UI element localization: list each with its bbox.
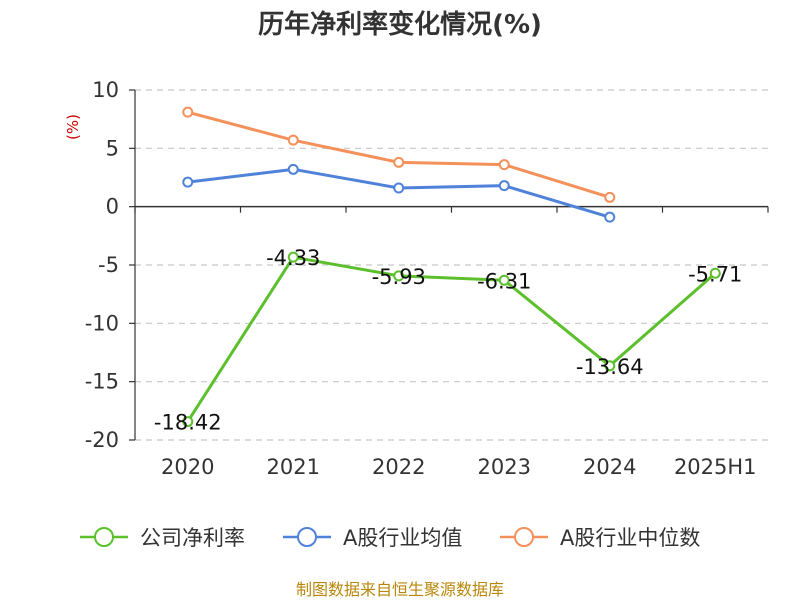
data-point[interactable] xyxy=(287,163,299,175)
series-line xyxy=(186,255,717,423)
data-point[interactable] xyxy=(393,182,405,194)
data-source-note: 制图数据来自恒生聚源数据库 xyxy=(296,580,504,599)
data-point[interactable] xyxy=(393,156,405,168)
y-tick-label: -10 xyxy=(85,311,119,335)
y-tick-label: -15 xyxy=(85,370,119,394)
data-point[interactable] xyxy=(498,159,510,171)
data-point[interactable] xyxy=(498,180,510,192)
y-tick-label: 0 xyxy=(106,195,119,219)
x-tick-label: 2021 xyxy=(267,455,320,479)
data-point[interactable] xyxy=(604,211,616,223)
chart-title: 历年净利率变化情况(%) xyxy=(258,9,542,40)
data-label: -4.33 xyxy=(266,246,320,270)
series-group: -18.42 -4.33 -5.93 -6.31 -13.64 -5.71 xyxy=(154,106,742,435)
data-label: -6.31 xyxy=(477,269,531,293)
data-point[interactable] xyxy=(498,274,510,286)
legend-marker[interactable] xyxy=(94,527,114,547)
data-point[interactable] xyxy=(287,134,299,146)
data-label: -18.42 xyxy=(154,411,222,435)
x-tick-label: 2023 xyxy=(478,455,531,479)
data-point[interactable] xyxy=(287,251,299,263)
legend-label[interactable]: A股行业均值 xyxy=(343,526,462,550)
legend-marker[interactable] xyxy=(297,527,317,547)
y-tick-label: 10 xyxy=(92,78,119,102)
data-point[interactable] xyxy=(604,191,616,203)
x-tick-label: 2025H1 xyxy=(674,455,757,479)
y-tick-label: -5 xyxy=(98,253,119,277)
x-tick-label: 2022 xyxy=(372,455,425,479)
data-label: -13.64 xyxy=(576,355,644,379)
data-point[interactable] xyxy=(709,267,721,279)
legend[interactable]: 公司净利率 A股行业均值 A股行业中位数 xyxy=(80,526,700,550)
data-point[interactable] xyxy=(182,416,194,428)
y-tick-label: 5 xyxy=(106,136,119,160)
x-tick-label: 2020 xyxy=(161,455,214,479)
data-point[interactable] xyxy=(393,270,405,282)
data-point[interactable] xyxy=(604,360,616,372)
data-point[interactable] xyxy=(182,176,194,188)
data-point[interactable] xyxy=(182,106,194,118)
axes: 10 5 0 -5 -10 -15 -20 2020 2021 2022 2023 2024 2025H… xyxy=(85,78,769,479)
y-tick-label: -20 xyxy=(85,428,119,452)
legend-marker[interactable] xyxy=(514,527,534,547)
x-tick-label: 2024 xyxy=(583,455,636,479)
legend-label[interactable]: A股行业中位数 xyxy=(560,526,700,550)
y-axis-unit: (%) xyxy=(64,114,82,140)
data-label: -5.93 xyxy=(372,265,426,289)
data-label: -5.71 xyxy=(688,262,742,286)
legend-label[interactable]: 公司净利率 xyxy=(140,526,245,550)
grid-lines xyxy=(135,89,768,441)
